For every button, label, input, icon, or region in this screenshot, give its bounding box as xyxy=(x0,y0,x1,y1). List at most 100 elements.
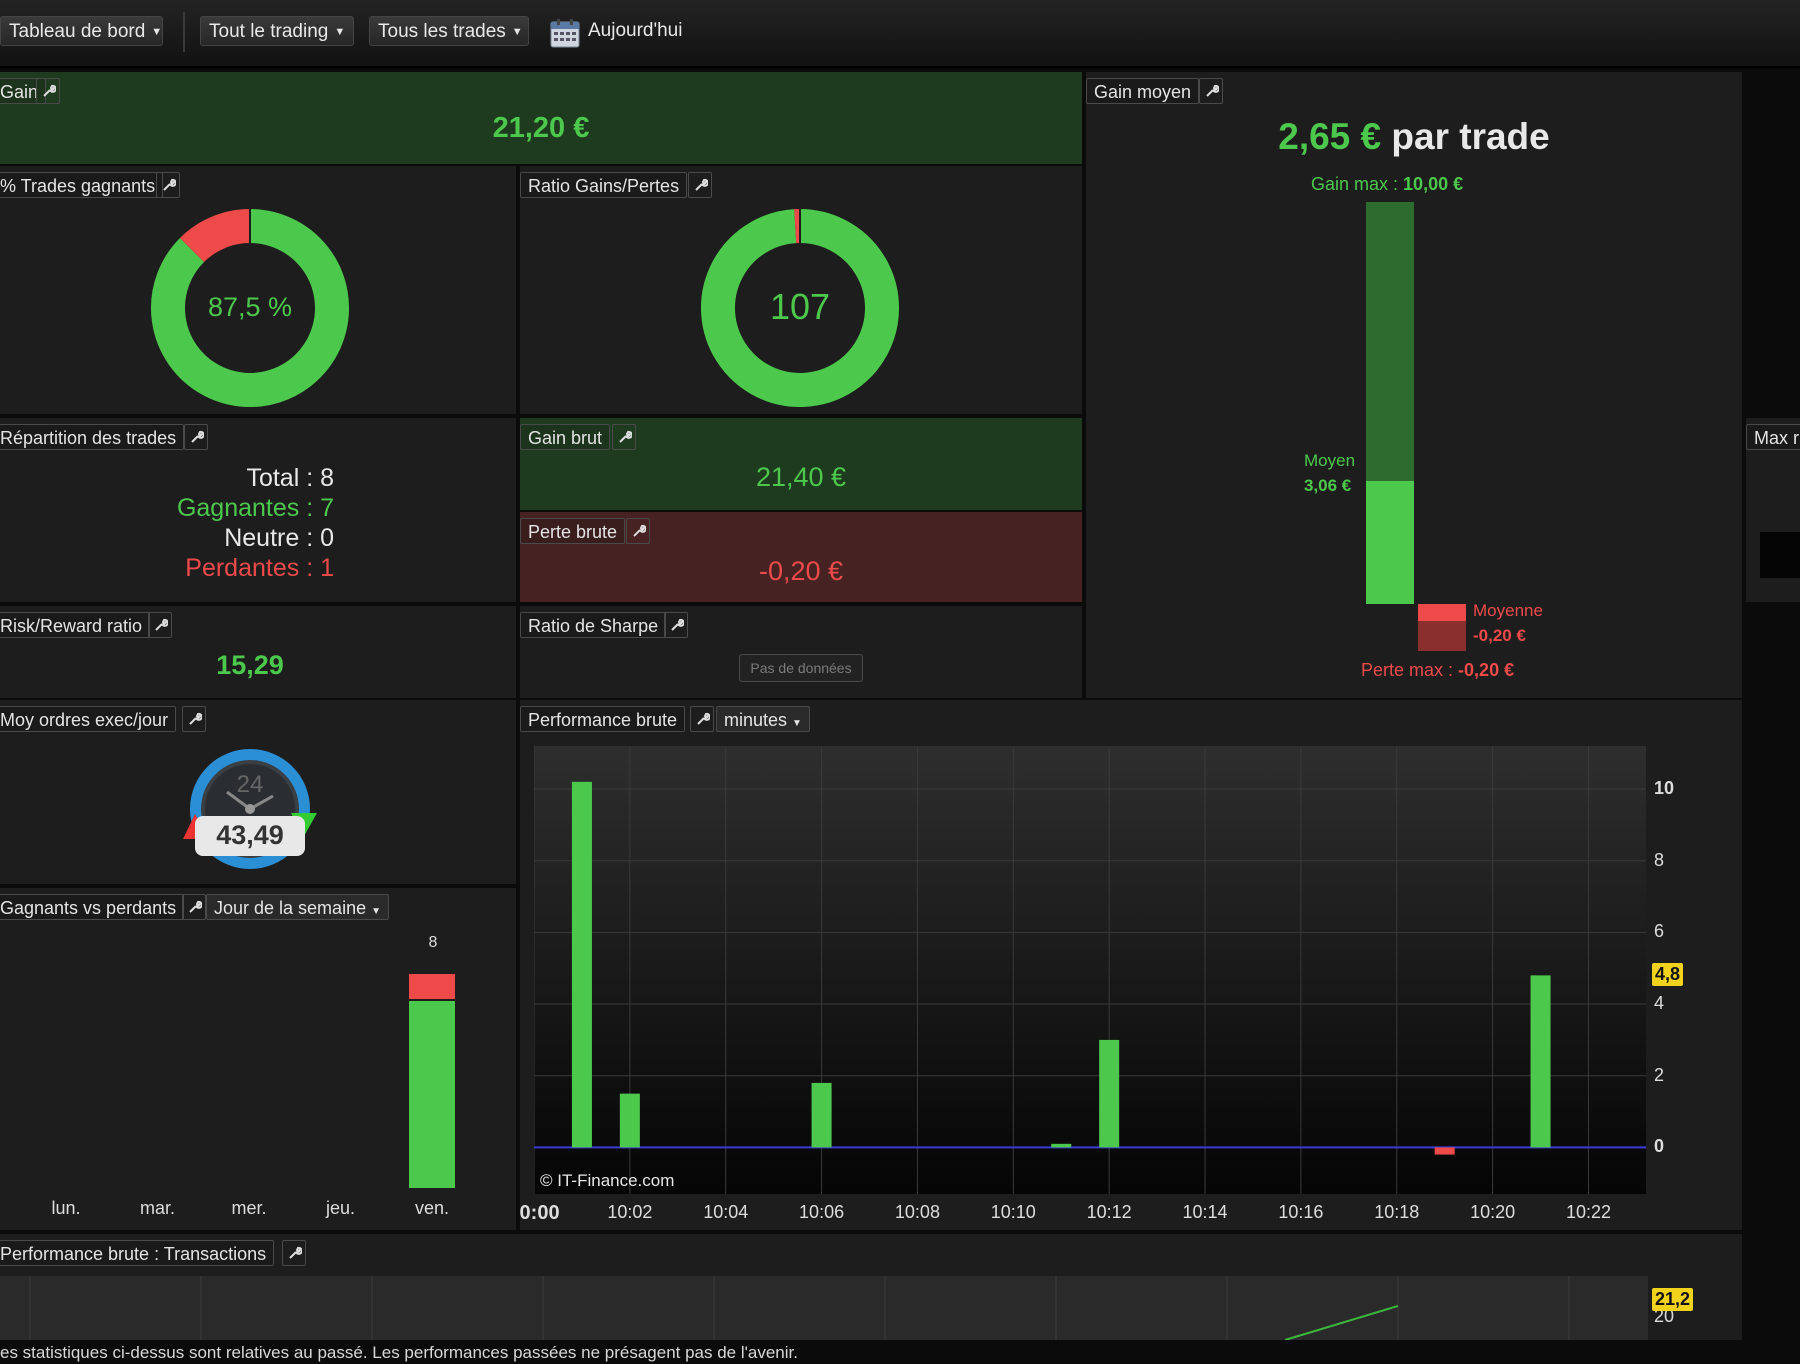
panel-title: Performance brute xyxy=(520,706,686,732)
calendar-icon[interactable] xyxy=(550,18,580,48)
x-tick-label: 10:02 xyxy=(607,1202,653,1222)
performance-bar xyxy=(1434,1147,1455,1155)
last-value-flag: 21,2 xyxy=(1652,1288,1694,1311)
gain-max-value: 10,00 € xyxy=(1403,174,1464,194)
plot-area xyxy=(534,746,1646,1194)
clock-dial-number: 24 xyxy=(237,771,264,798)
y-tick-label: 2 xyxy=(1654,1064,1665,1085)
wrench-icon[interactable] xyxy=(36,78,60,104)
wrench-icon[interactable] xyxy=(1199,78,1223,104)
avg-orders-panel: Moy ordres exec/jour 24 43,49 xyxy=(0,700,516,884)
loss-max-value: -0,20 € xyxy=(1458,660,1515,680)
panel-title: Performance brute : Transactions xyxy=(0,1240,275,1266)
avg-gain-line: 2,65 € par trade xyxy=(1086,116,1742,158)
gain-max-label: Gain max : xyxy=(1311,174,1399,194)
max-panel: Max r xyxy=(1746,418,1800,602)
panel-title: Risk/Reward ratio xyxy=(0,612,151,638)
wrench-icon[interactable] xyxy=(690,706,714,732)
loss-max-label: Perte max : xyxy=(1361,660,1454,680)
gross-gain-panel: Gain brut 21,40 € xyxy=(520,418,1082,510)
gain-loss-donut xyxy=(701,209,899,407)
y-tick-label: 6 xyxy=(1654,921,1665,942)
trades-label: Tous les trades xyxy=(378,21,506,43)
loss-avg-value: -0,20 € xyxy=(1473,626,1526,645)
win-rate-donut xyxy=(151,209,349,407)
equity-line xyxy=(1284,1305,1399,1340)
chevron-down-icon: ▼ xyxy=(334,26,346,38)
panel-title: % Trades gagnants xyxy=(0,172,164,198)
dashboard-dropdown[interactable]: Tableau de bord ▼ xyxy=(0,16,163,46)
x-tick-label: 10:10 xyxy=(990,1202,1036,1222)
losing-trades: Perdantes : 1 xyxy=(185,554,334,582)
loss-bar xyxy=(1418,604,1466,651)
gain-loss-value: 107 xyxy=(769,286,831,327)
wrench-icon[interactable] xyxy=(688,172,712,198)
today-button[interactable]: Aujourd'hui xyxy=(588,20,683,41)
neutral-trades: Neutre : 0 xyxy=(224,524,334,552)
loss-max-line: Perte max : -0,20 € xyxy=(1361,660,1514,681)
win-rate-value: 87,5 % xyxy=(207,292,293,322)
performance-chart: © IT-Finance.com xyxy=(534,746,1646,1194)
weekday-dropdown-label: Jour de la semaine xyxy=(214,898,367,918)
winners-losers-panel: Gagnants vs perdants Jour de la semaine ▼… xyxy=(0,888,516,1230)
chevron-down-icon: ▼ xyxy=(511,26,523,38)
total-trades: Total : 8 xyxy=(246,464,334,492)
panel-title: Perte brute xyxy=(520,518,626,544)
x-tick-label: 10:14 xyxy=(1182,1202,1228,1222)
avg-marker-label: Moyen 3,06 € xyxy=(1304,448,1355,498)
gain-loss-win-slice xyxy=(701,209,899,407)
panel-title: Répartition des trades xyxy=(0,424,185,450)
win-rate-panel: % Trades gagnants 87,5 % xyxy=(0,166,516,414)
x-tick-label: 10:12 xyxy=(1086,1202,1132,1222)
weekday-dropdown[interactable]: Jour de la semaine ▼ xyxy=(206,894,389,920)
wrench-icon[interactable] xyxy=(182,894,206,920)
win-rate-win-slice xyxy=(151,209,349,407)
panel-title: Ratio de Sharpe xyxy=(520,612,667,638)
chevron-down-icon: ▼ xyxy=(792,718,802,729)
gross-gain-value: 21,40 € xyxy=(755,462,847,492)
performance-bar xyxy=(811,1082,832,1148)
avg-label: Moyen xyxy=(1304,451,1356,470)
performance-bar xyxy=(1530,975,1551,1148)
day-label: ven. xyxy=(414,1198,450,1218)
wrench-icon[interactable] xyxy=(626,518,650,544)
chevron-down-icon: ▼ xyxy=(151,26,163,38)
chart-watermark: © IT-Finance.com xyxy=(540,1171,674,1190)
toolbar: Tableau de bord ▼ Tout le trading ▼ Tous l… xyxy=(0,0,1800,68)
wrench-icon[interactable] xyxy=(282,1240,306,1266)
wrench-icon[interactable] xyxy=(664,612,688,638)
wrench-icon[interactable] xyxy=(148,612,172,638)
x-tick-label: 10:00 xyxy=(520,1202,560,1224)
y-tick-label: 20 xyxy=(1654,1306,1675,1326)
gain-max-line: Gain max : 10,00 € xyxy=(1311,174,1463,195)
x-tick-label: 10:08 xyxy=(894,1202,940,1222)
transactions-panel: Performance brute : Transactions 20 21,2 xyxy=(0,1234,1742,1340)
no-data-badge: Pas de données xyxy=(739,654,863,682)
wrench-icon[interactable] xyxy=(184,424,208,450)
panel-title: Gagnants vs perdants xyxy=(0,894,185,920)
wrench-icon[interactable] xyxy=(612,424,636,450)
wrench-icon[interactable] xyxy=(182,706,206,732)
sharpe-panel: Ratio de Sharpe Pas de données xyxy=(520,606,1082,698)
trading-dropdown[interactable]: Tout le trading ▼ xyxy=(200,16,354,46)
trades-dropdown[interactable]: Tous les trades ▼ xyxy=(369,16,529,46)
avg-orders-value: 43,49 xyxy=(216,820,284,850)
last-value-flag: 4,8 xyxy=(1652,963,1684,987)
loss-average-bar xyxy=(1418,604,1466,621)
performance-bar xyxy=(571,781,592,1148)
y-tick-label: 0 xyxy=(1654,1136,1665,1157)
interval-dropdown-label: minutes xyxy=(724,710,788,730)
panel-title: Max r xyxy=(1746,424,1800,450)
gain-loss-ratio-panel: Ratio Gains/Pertes 107 xyxy=(520,166,1082,414)
toolbar-separator xyxy=(183,12,185,52)
wrench-icon[interactable] xyxy=(156,172,180,198)
performance-bar xyxy=(619,1093,640,1148)
gross-loss-value: -0,20 € xyxy=(758,556,844,586)
disclaimer-footer: es statistiques ci-dessus sont relatives… xyxy=(0,1343,798,1362)
day-label: mar. xyxy=(139,1198,175,1218)
clock-dial-text: 24 xyxy=(237,771,264,798)
winners-bar xyxy=(409,1001,455,1188)
interval-dropdown[interactable]: minutes ▼ xyxy=(716,706,810,732)
losers-bar xyxy=(409,974,455,1000)
chevron-down-icon: ▼ xyxy=(371,906,381,917)
